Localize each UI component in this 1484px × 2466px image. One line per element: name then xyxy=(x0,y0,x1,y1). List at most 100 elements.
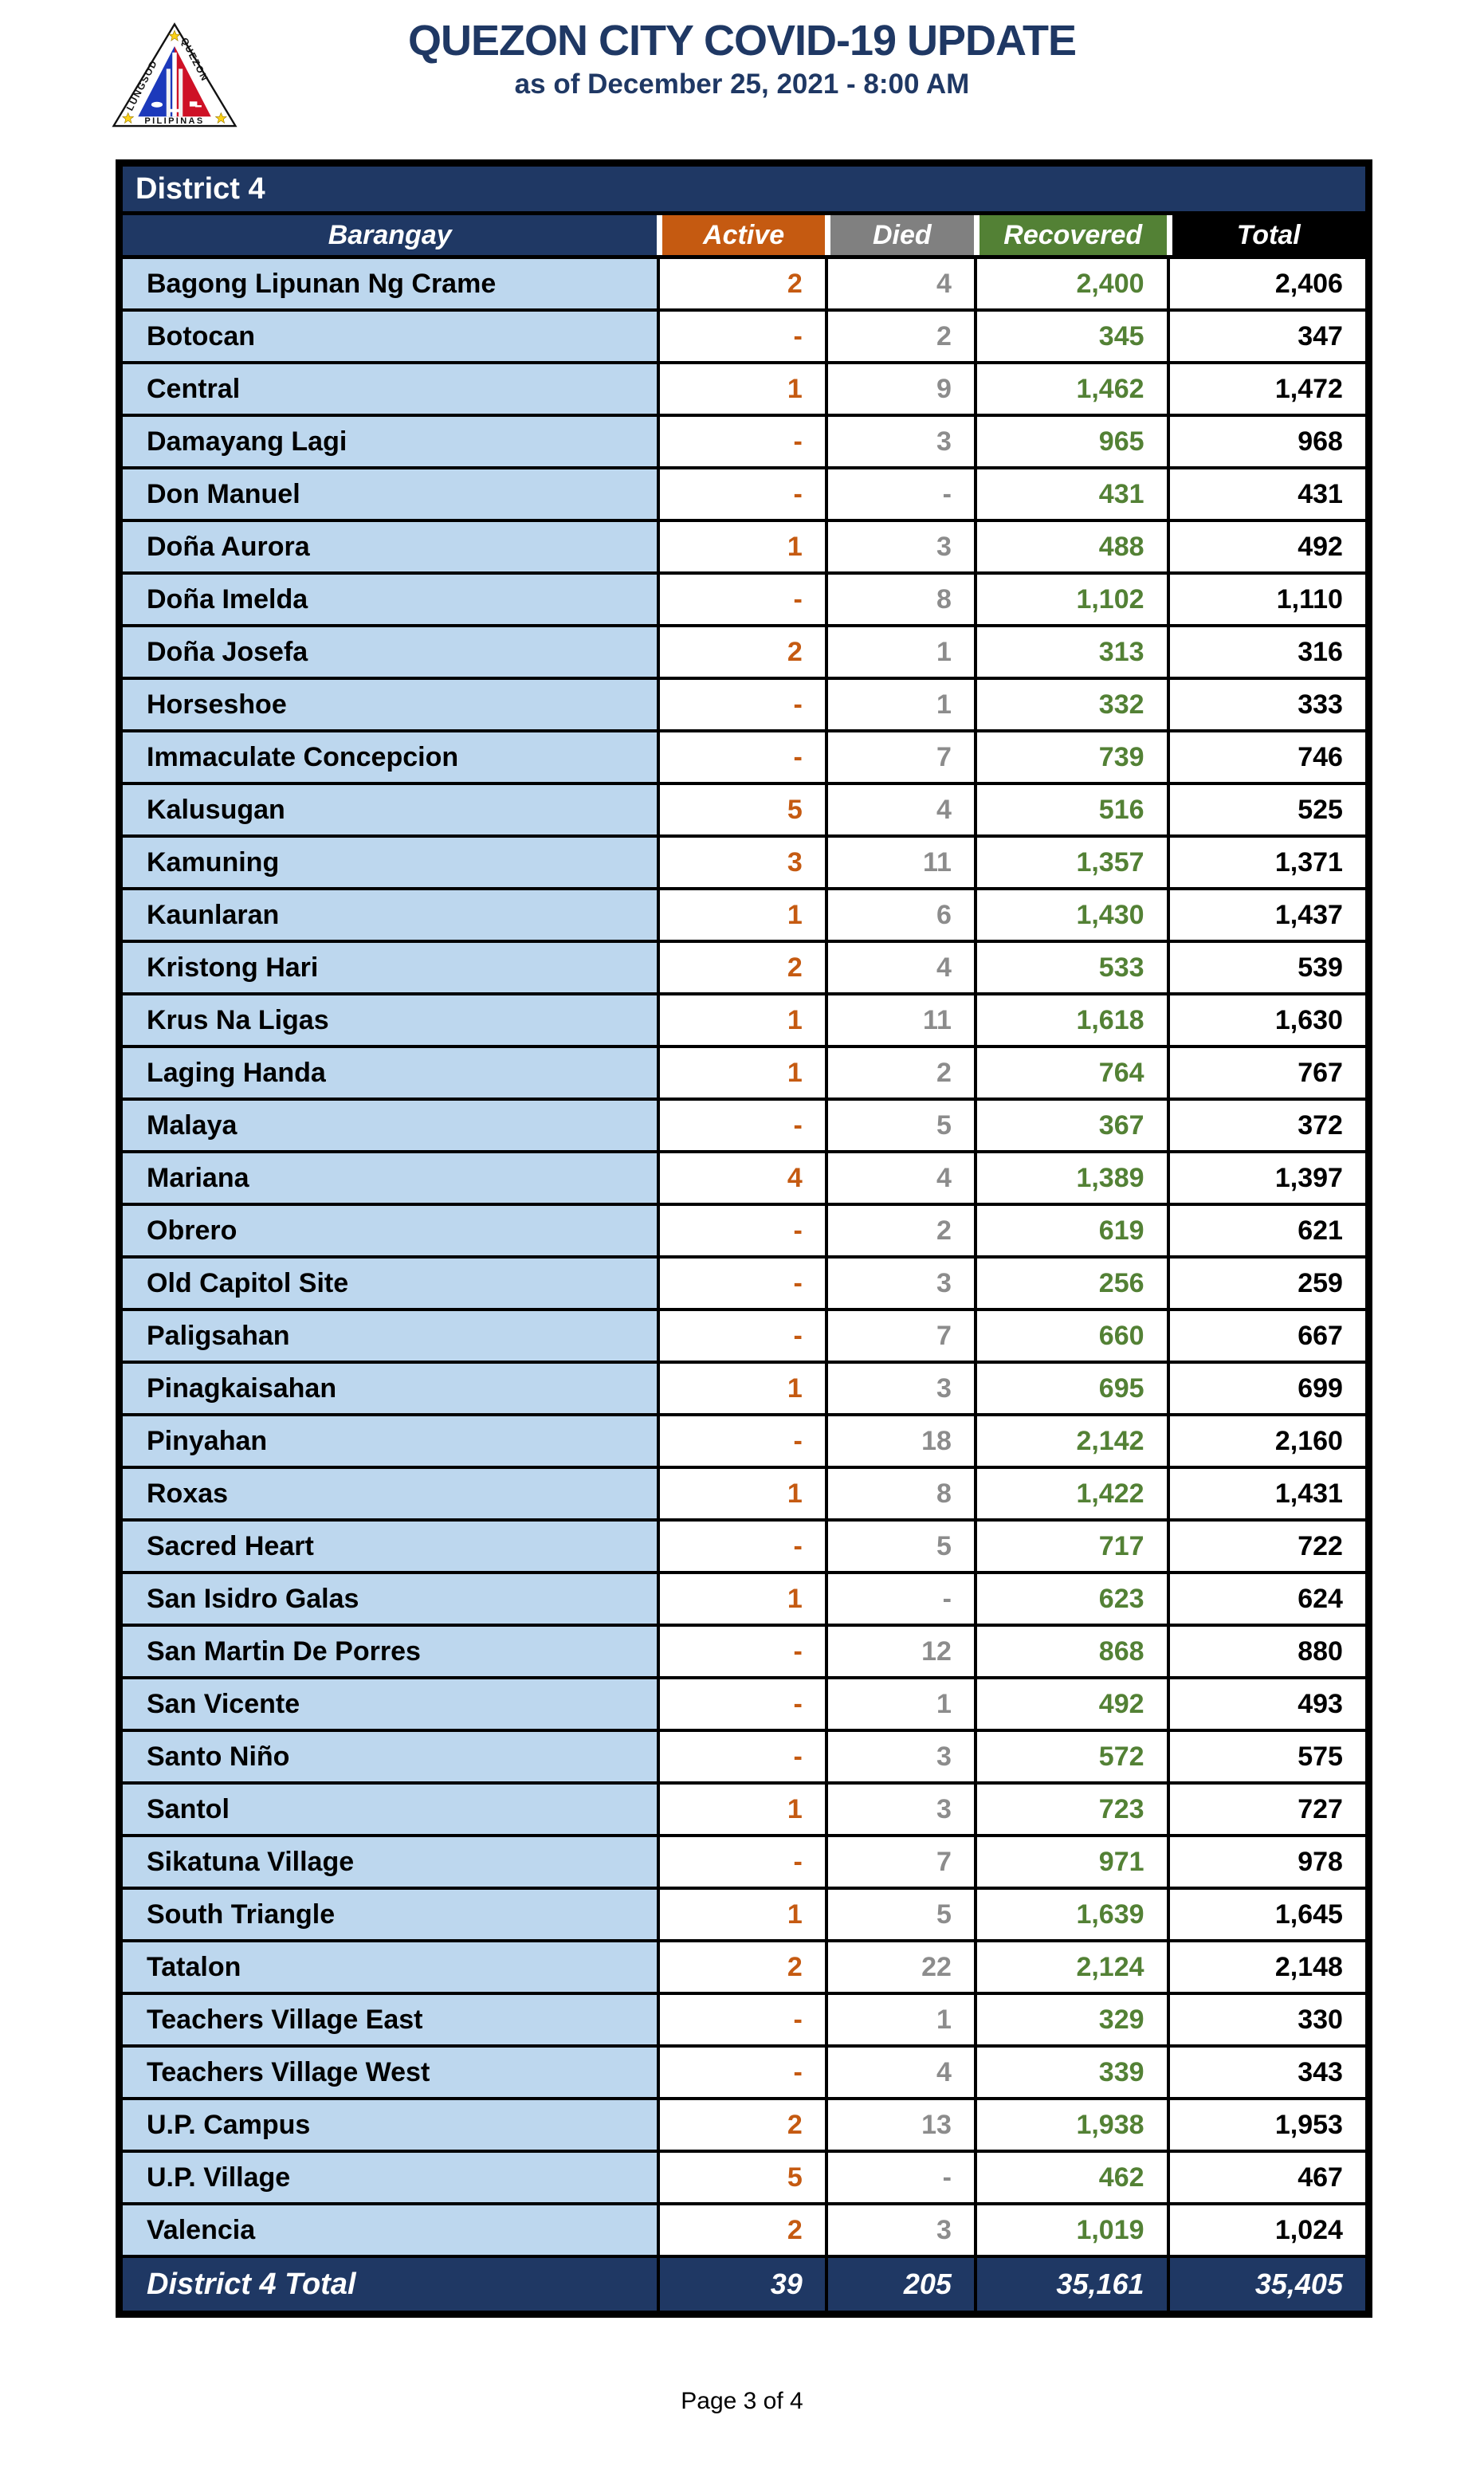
died-count-cell: 1 xyxy=(824,1995,974,2044)
died-count-cell: 4 xyxy=(824,2048,974,2097)
barangay-name-cell: South Triangle xyxy=(123,1890,658,1939)
table-row: Central 1 9 1,462 1,472 xyxy=(123,364,1365,417)
recovered-count-cell: 1,639 xyxy=(973,1890,1167,1939)
table-row: Paligsahan - 7 660 667 xyxy=(123,1311,1365,1364)
barangay-name-cell: Sikatuna Village xyxy=(123,1837,658,1887)
died-count-cell: 4 xyxy=(824,943,974,992)
table-row: Malaya - 5 367 372 xyxy=(123,1101,1365,1153)
total-count-cell: 1,371 xyxy=(1166,838,1365,887)
recovered-count-cell: 1,430 xyxy=(973,890,1167,940)
lamp-icon xyxy=(151,101,163,108)
died-count-cell: 7 xyxy=(824,1311,974,1361)
barangay-name-cell: San Vicente xyxy=(123,1679,658,1729)
recovered-count-cell: 1,938 xyxy=(973,2100,1167,2150)
seal-text-pilipinas: PILIPINAS xyxy=(144,116,204,126)
total-row-recovered: 35,161 xyxy=(973,2258,1167,2311)
recovered-count-cell: 516 xyxy=(973,785,1167,834)
active-count-cell: - xyxy=(657,1311,825,1361)
table-row: Kamuning 3 11 1,357 1,371 xyxy=(123,838,1365,890)
total-count-cell: 1,397 xyxy=(1166,1153,1365,1203)
active-count-cell: - xyxy=(657,1416,825,1466)
active-count-cell: - xyxy=(657,417,825,466)
table-row: Damayang Lagi - 3 965 968 xyxy=(123,417,1365,469)
active-count-cell: - xyxy=(657,732,825,782)
total-count-cell: 2,148 xyxy=(1166,1942,1365,1992)
total-count-cell: 467 xyxy=(1166,2153,1365,2202)
recovered-count-cell: 1,462 xyxy=(973,364,1167,414)
barangay-name-cell: Krus Na Ligas xyxy=(123,995,658,1045)
barangay-name-cell: Doña Josefa xyxy=(123,627,658,677)
page-title: QUEZON CITY COVID-19 UPDATE xyxy=(407,17,1077,65)
active-count-cell: - xyxy=(657,1101,825,1150)
died-count-cell: 4 xyxy=(824,785,974,834)
died-count-cell: 1 xyxy=(824,680,974,729)
died-count-cell: 3 xyxy=(824,417,974,466)
active-count-cell: 4 xyxy=(657,1153,825,1203)
barangay-name-cell: Kamuning xyxy=(123,838,658,887)
gavel-icon xyxy=(189,101,198,107)
total-count-cell: 1,472 xyxy=(1166,364,1365,414)
table-row: Valencia 2 3 1,019 1,024 xyxy=(123,2205,1365,2258)
recovered-count-cell: 623 xyxy=(973,1574,1167,1624)
table-row: Kaunlaran 1 6 1,430 1,437 xyxy=(123,890,1365,943)
total-count-cell: 624 xyxy=(1166,1574,1365,1624)
total-count-cell: 259 xyxy=(1166,1259,1365,1308)
barangay-name-cell: Botocan xyxy=(123,312,658,361)
recovered-count-cell: 345 xyxy=(973,312,1167,361)
active-count-cell: 2 xyxy=(657,259,825,308)
active-count-cell: 2 xyxy=(657,627,825,677)
recovered-count-cell: 1,357 xyxy=(973,838,1167,887)
total-count-cell: 699 xyxy=(1166,1364,1365,1413)
active-count-cell: - xyxy=(657,1259,825,1308)
table-row: Pinyahan - 18 2,142 2,160 xyxy=(123,1416,1365,1469)
total-count-cell: 492 xyxy=(1166,522,1365,571)
died-count-cell: 1 xyxy=(824,627,974,677)
active-count-cell: - xyxy=(657,1627,825,1676)
table-row: Teachers Village East - 1 329 330 xyxy=(123,1995,1365,2048)
quezon-city-seal: LUNGSOD QUEZON PILIPINAS xyxy=(112,22,238,129)
recovered-count-cell: 339 xyxy=(973,2048,1167,2097)
table-row: Horseshoe - 1 332 333 xyxy=(123,680,1365,732)
total-count-cell: 1,110 xyxy=(1166,575,1365,624)
total-count-cell: 767 xyxy=(1166,1048,1365,1098)
barangay-name-cell: Santo Niño xyxy=(123,1732,658,1781)
table-row: Kalusugan 5 4 516 525 xyxy=(123,785,1365,838)
recovered-count-cell: 965 xyxy=(973,417,1167,466)
barangay-name-cell: Doña Aurora xyxy=(123,522,658,571)
district-title-bar: District 4 xyxy=(123,167,1365,215)
total-count-cell: 667 xyxy=(1166,1311,1365,1361)
table-row: Doña Imelda - 8 1,102 1,110 xyxy=(123,575,1365,627)
recovered-count-cell: 256 xyxy=(973,1259,1167,1308)
recovered-count-cell: 332 xyxy=(973,680,1167,729)
barangay-name-cell: Kristong Hari xyxy=(123,943,658,992)
active-count-cell: - xyxy=(657,1679,825,1729)
died-count-cell: 3 xyxy=(824,1259,974,1308)
total-count-cell: 621 xyxy=(1166,1206,1365,1255)
total-count-cell: 2,406 xyxy=(1166,259,1365,308)
total-count-cell: 575 xyxy=(1166,1732,1365,1781)
active-count-cell: 1 xyxy=(657,1574,825,1624)
barangay-name-cell: Horseshoe xyxy=(123,680,658,729)
died-count-cell: 11 xyxy=(824,995,974,1045)
died-count-cell: 8 xyxy=(824,1469,974,1518)
total-count-cell: 372 xyxy=(1166,1101,1365,1150)
active-count-cell: 1 xyxy=(657,995,825,1045)
total-count-cell: 746 xyxy=(1166,732,1365,782)
active-count-cell: 5 xyxy=(657,2153,825,2202)
active-count-cell: - xyxy=(657,1732,825,1781)
died-count-cell: 3 xyxy=(824,2205,974,2255)
died-count-cell: 2 xyxy=(824,1206,974,1255)
barangay-name-cell: Valencia xyxy=(123,2205,658,2255)
total-count-cell: 1,630 xyxy=(1166,995,1365,1045)
total-row-total: 35,405 xyxy=(1166,2258,1365,2311)
active-count-cell: 5 xyxy=(657,785,825,834)
total-count-cell: 316 xyxy=(1166,627,1365,677)
died-count-cell: 3 xyxy=(824,1364,974,1413)
table-row: Sacred Heart - 5 717 722 xyxy=(123,1522,1365,1574)
barangay-name-cell: Mariana xyxy=(123,1153,658,1203)
barangay-name-cell: San Martin De Porres xyxy=(123,1627,658,1676)
died-count-cell: 3 xyxy=(824,1785,974,1834)
died-count-cell: 9 xyxy=(824,364,974,414)
died-count-cell: 18 xyxy=(824,1416,974,1466)
active-count-cell: 1 xyxy=(657,522,825,571)
